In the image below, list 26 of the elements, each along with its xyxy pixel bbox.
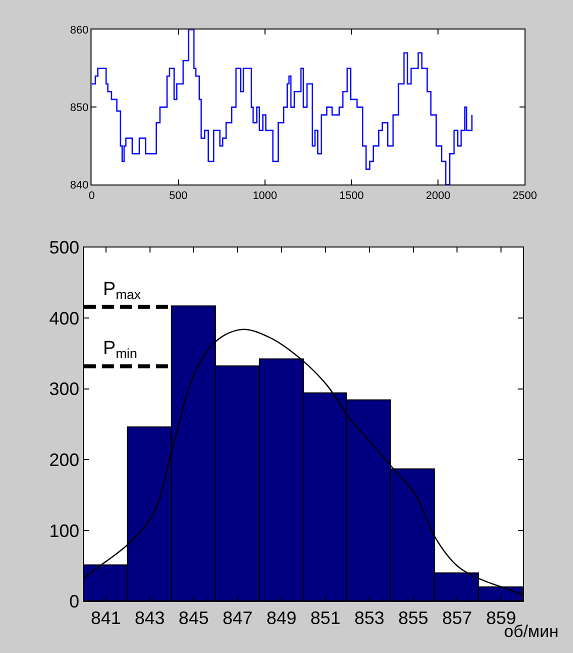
ref-line-label: P$_{min}$: [103, 338, 138, 361]
x-tick-label: 847: [222, 608, 253, 628]
y-tick-label: 860: [70, 24, 89, 36]
y-tick-label: 0: [69, 592, 80, 612]
x-tick-label: 849: [266, 608, 297, 628]
x-tick-label: 855: [398, 608, 428, 628]
y-tick-label: 300: [49, 379, 80, 400]
x-tick-label: 845: [178, 608, 209, 628]
x-tick-label: 843: [134, 608, 165, 628]
y-tick-label: 100: [49, 520, 80, 541]
y-tick-label: 850: [70, 102, 89, 114]
x-tick-label: 851: [310, 608, 340, 628]
x-tick-label: 1500: [339, 190, 364, 202]
y-tick-label: 840: [70, 180, 89, 192]
x-tick-label: 2000: [426, 190, 450, 202]
x-tick-label: 841: [90, 608, 121, 628]
x-tick-label: 500: [169, 190, 188, 202]
x-tick-label: 1000: [252, 190, 278, 202]
x-tick-label: 853: [354, 608, 384, 628]
y-tick-label: 200: [49, 450, 80, 470]
x-tick-label: 2500: [512, 190, 537, 202]
x-tick-label: 859: [486, 608, 516, 628]
y-tick-label: 400: [49, 308, 80, 328]
y-tick-label: 500: [49, 238, 80, 258]
ref-line-label: P$_{max}$: [103, 279, 142, 302]
x-tick-label: 857: [442, 608, 472, 628]
